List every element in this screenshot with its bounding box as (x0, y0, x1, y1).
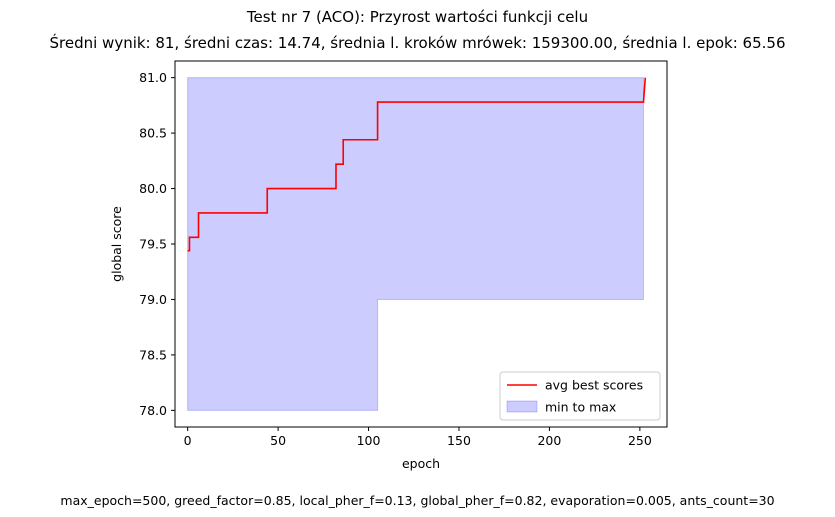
x-tick-label: 0 (184, 433, 192, 448)
parameters-footer: max_epoch=500, greed_factor=0.85, local_… (60, 493, 775, 508)
legend-label: avg best scores (545, 378, 643, 393)
y-tick-label: 79.0 (139, 292, 167, 307)
legend-box (499, 371, 661, 421)
chart-subtitle: Średni wynik: 81, średni czas: 14.74, śr… (49, 34, 786, 52)
legend-label: min to max (545, 400, 616, 415)
x-tick-label: 50 (270, 433, 286, 448)
legend: avg best scores min to max (499, 371, 661, 421)
legend-swatch-min-to-max (506, 400, 538, 413)
y-tick-label: 78.0 (139, 403, 167, 418)
fill-min-to-max (187, 77, 644, 411)
fill-layer (187, 77, 644, 411)
y-tick-label: 81.0 (139, 70, 167, 85)
y-tick-label: 79.5 (139, 237, 167, 252)
x-axis-label: epoch (402, 456, 440, 471)
y-tick-label: 80.5 (139, 126, 167, 141)
chart-title: Test nr 7 (ACO): Przyrost wartości funkc… (246, 8, 589, 26)
tick-layer: 0 50 100 150 200 250 78.0 78.5 79.0 79.5 80.0 80.5 8… (139, 70, 652, 448)
y-tick-label: 78.5 (139, 347, 167, 362)
x-tick-label: 150 (447, 433, 471, 448)
line-avg-best-scores (187, 77, 647, 252)
y-axis-label: global score (109, 206, 124, 282)
x-tick-label: 100 (357, 433, 381, 448)
y-tick-label: 80.0 (139, 181, 167, 196)
line-layer (187, 77, 647, 252)
x-tick-label: 250 (628, 433, 652, 448)
x-tick-label: 200 (537, 433, 561, 448)
